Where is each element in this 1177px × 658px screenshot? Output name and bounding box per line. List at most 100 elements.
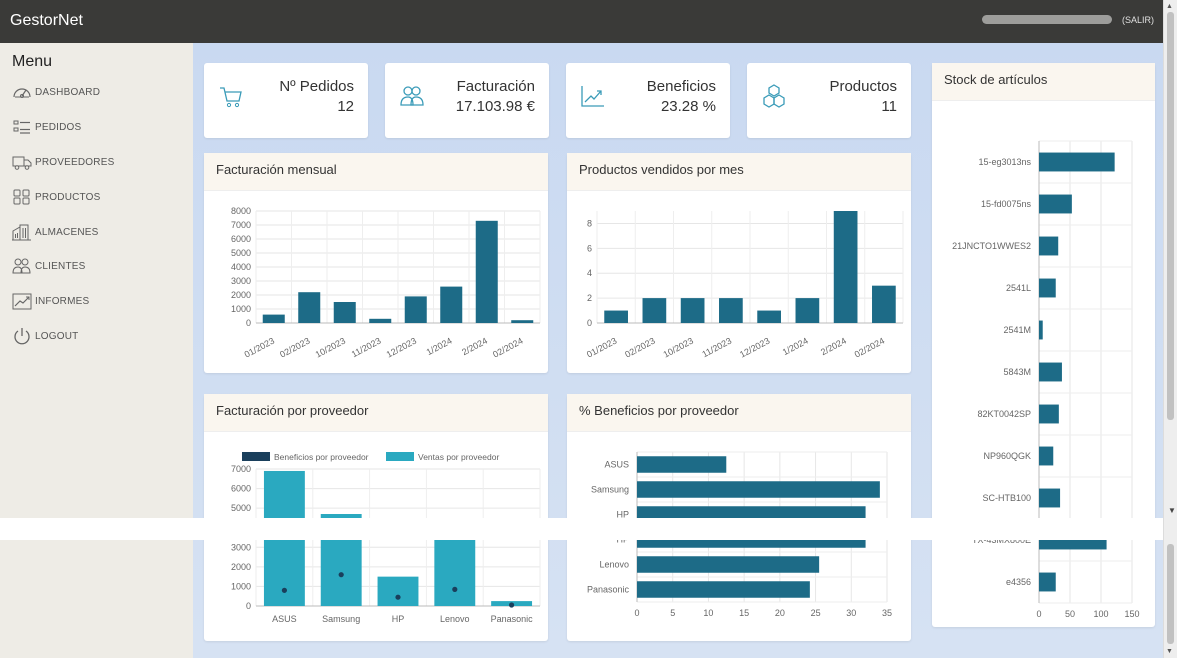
legend-label: Ventas por proveedor [418, 452, 499, 462]
warehouse-icon [12, 224, 31, 241]
stat-card-facturacion[interactable]: Facturación 17.103.98 € [385, 63, 549, 138]
grid-icon [13, 189, 30, 205]
sidebar-item-proveedores[interactable]: PROVEEDORES [12, 151, 114, 173]
x-tick-label: 01/2023 [585, 336, 618, 360]
y-tick-label: 5000 [231, 248, 251, 258]
y-tick-label: 2541M [1003, 325, 1031, 335]
sidebar-item-label: INFORMES [35, 295, 90, 307]
chart-card-facturacion-proveedor: Facturación por proveedor Beneficios por… [204, 394, 548, 641]
bar [298, 292, 321, 323]
x-tick-label: 10/2023 [662, 336, 695, 360]
sidebar-item-clientes[interactable]: CLIENTES [12, 255, 86, 277]
chart-card-stock: Stock de artículos 0 50 100 150 15-eg3013ns 1… [932, 63, 1155, 627]
y-tick-label: Panasonic [587, 585, 630, 595]
stat-value: 23.28 % [660, 98, 716, 115]
y-tick-label: 6000 [231, 234, 251, 244]
stat-value: 17.103.98 € [455, 98, 535, 115]
scrollbar-thumb[interactable] [1167, 12, 1174, 420]
x-tick-label: 11/2023 [350, 336, 383, 360]
legend-swatch [386, 452, 414, 461]
bar [1039, 278, 1056, 298]
power-icon [14, 328, 30, 345]
y-tick-label: 5843M [1003, 367, 1031, 377]
bar [1039, 320, 1043, 340]
bar [637, 556, 820, 573]
x-tick-label: Lenovo [440, 614, 470, 624]
top-bar: GestorNet (SALIR) [0, 0, 1163, 43]
bar [369, 318, 392, 323]
scroll-up-arrow-icon[interactable]: ▲ [1166, 3, 1173, 10]
x-tick-label: 150 [1124, 609, 1139, 619]
x-tick-label: 02/2024 [853, 336, 886, 360]
app-brand[interactable]: GestorNet [10, 12, 83, 29]
stat-title: Beneficios [646, 78, 716, 95]
bar [1039, 236, 1059, 256]
bar [604, 310, 628, 323]
card-title: Stock de artículos [932, 63, 1155, 101]
bar [1039, 572, 1056, 592]
x-tick-label: 1/2024 [781, 336, 810, 358]
y-tick-label: 2000 [231, 562, 251, 572]
y-tick-label: 5000 [231, 503, 251, 513]
data-point [395, 594, 401, 600]
facturacion-mensual-chart: 0 1000 2000 3000 4000 5000 6000 7000 8000 01/2023… [231, 206, 541, 360]
x-tick-label: Panasonic [491, 614, 534, 624]
x-tick-label: 10 [703, 608, 713, 618]
x-tick-label: Samsung [322, 614, 360, 624]
x-tick-label: 1/2024 [425, 336, 454, 358]
scroll-down-arrow-icon[interactable]: ▼ [1168, 506, 1176, 515]
x-tick-label: 10/2023 [314, 336, 347, 360]
x-tick-label: 01/2023 [243, 336, 276, 360]
y-tick-label: Lenovo [599, 560, 629, 570]
chart-card-productos-vendidos: Productos vendidos por mes 0 2 4 6 8 01/2023 0… [567, 153, 911, 373]
y-tick-label: 2541L [1006, 283, 1031, 293]
y-tick-label: 3000 [231, 542, 251, 552]
x-tick-label: 11/2023 [700, 336, 733, 360]
stock-articulos-chart: 0 50 100 150 15-eg3013ns 15-fd0075ns 21JNCTO1W… [952, 140, 1140, 619]
user-name-redacted [982, 15, 1112, 24]
bar [637, 481, 880, 498]
bar [377, 576, 419, 606]
bar [333, 302, 356, 323]
sidebar-item-almacenes[interactable]: ALMACENES [12, 221, 99, 243]
y-tick-label: 8 [587, 218, 592, 228]
logout-link[interactable]: (SALIR) [1122, 15, 1155, 25]
bar [404, 296, 427, 323]
y-tick-label: ASUS [604, 460, 629, 470]
sidebar-item-informes[interactable]: INFORMES [12, 290, 89, 312]
bar [680, 298, 705, 323]
data-point [452, 586, 458, 592]
bar [795, 298, 820, 323]
y-tick-label: 2 [587, 293, 592, 303]
stat-card-beneficios[interactable]: Beneficios 23.28 % [566, 63, 730, 138]
sidebar-item-dashboard[interactable]: DASHBOARD [12, 81, 100, 103]
screen-band [0, 518, 1163, 540]
scroll-down-arrow-icon[interactable]: ▼ [1166, 648, 1173, 655]
y-tick-label: 15-fd0075ns [981, 199, 1032, 209]
stat-title: Productos [829, 78, 897, 95]
sidebar-item-label: PROVEEDORES [35, 156, 115, 168]
x-tick-label: 2/2024 [819, 336, 848, 358]
x-tick-label: 02/2023 [623, 336, 656, 360]
cart-icon [220, 87, 242, 108]
stat-card-pedidos[interactable]: Nº Pedidos 12 [204, 63, 368, 138]
stat-value: 12 [337, 98, 354, 115]
bar [1039, 488, 1061, 508]
scrollbar-thumb-lower[interactable] [1167, 544, 1174, 644]
chart-card-facturacion-mensual: Facturación mensual 0 1000 2000 3000 4000 500… [204, 153, 548, 373]
sidebar-item-label: LOGOUT [35, 330, 79, 342]
y-tick-label: 15-eg3013ns [978, 157, 1031, 167]
y-tick-label: e4356 [1006, 577, 1031, 587]
productos-vendidos-chart: 0 2 4 6 8 01/2023 02/2023 10/2023 11/2023 12/2023… [585, 211, 904, 360]
card-title: Facturación por proveedor [204, 394, 548, 432]
x-tick-label: 12/2023 [738, 336, 771, 360]
sidebar-item-pedidos[interactable]: PEDIDOS [12, 116, 81, 138]
stat-card-productos[interactable]: Productos 11 [747, 63, 911, 138]
sidebar-item-label: ALMACENES [35, 226, 99, 238]
bar [1039, 152, 1115, 172]
truck-icon [12, 156, 32, 170]
sidebar-item-logout[interactable]: LOGOUT [12, 325, 78, 347]
bar [475, 220, 498, 323]
y-tick-label: 4000 [231, 262, 251, 272]
sidebar-item-productos[interactable]: PRODUCTOS [12, 186, 101, 208]
